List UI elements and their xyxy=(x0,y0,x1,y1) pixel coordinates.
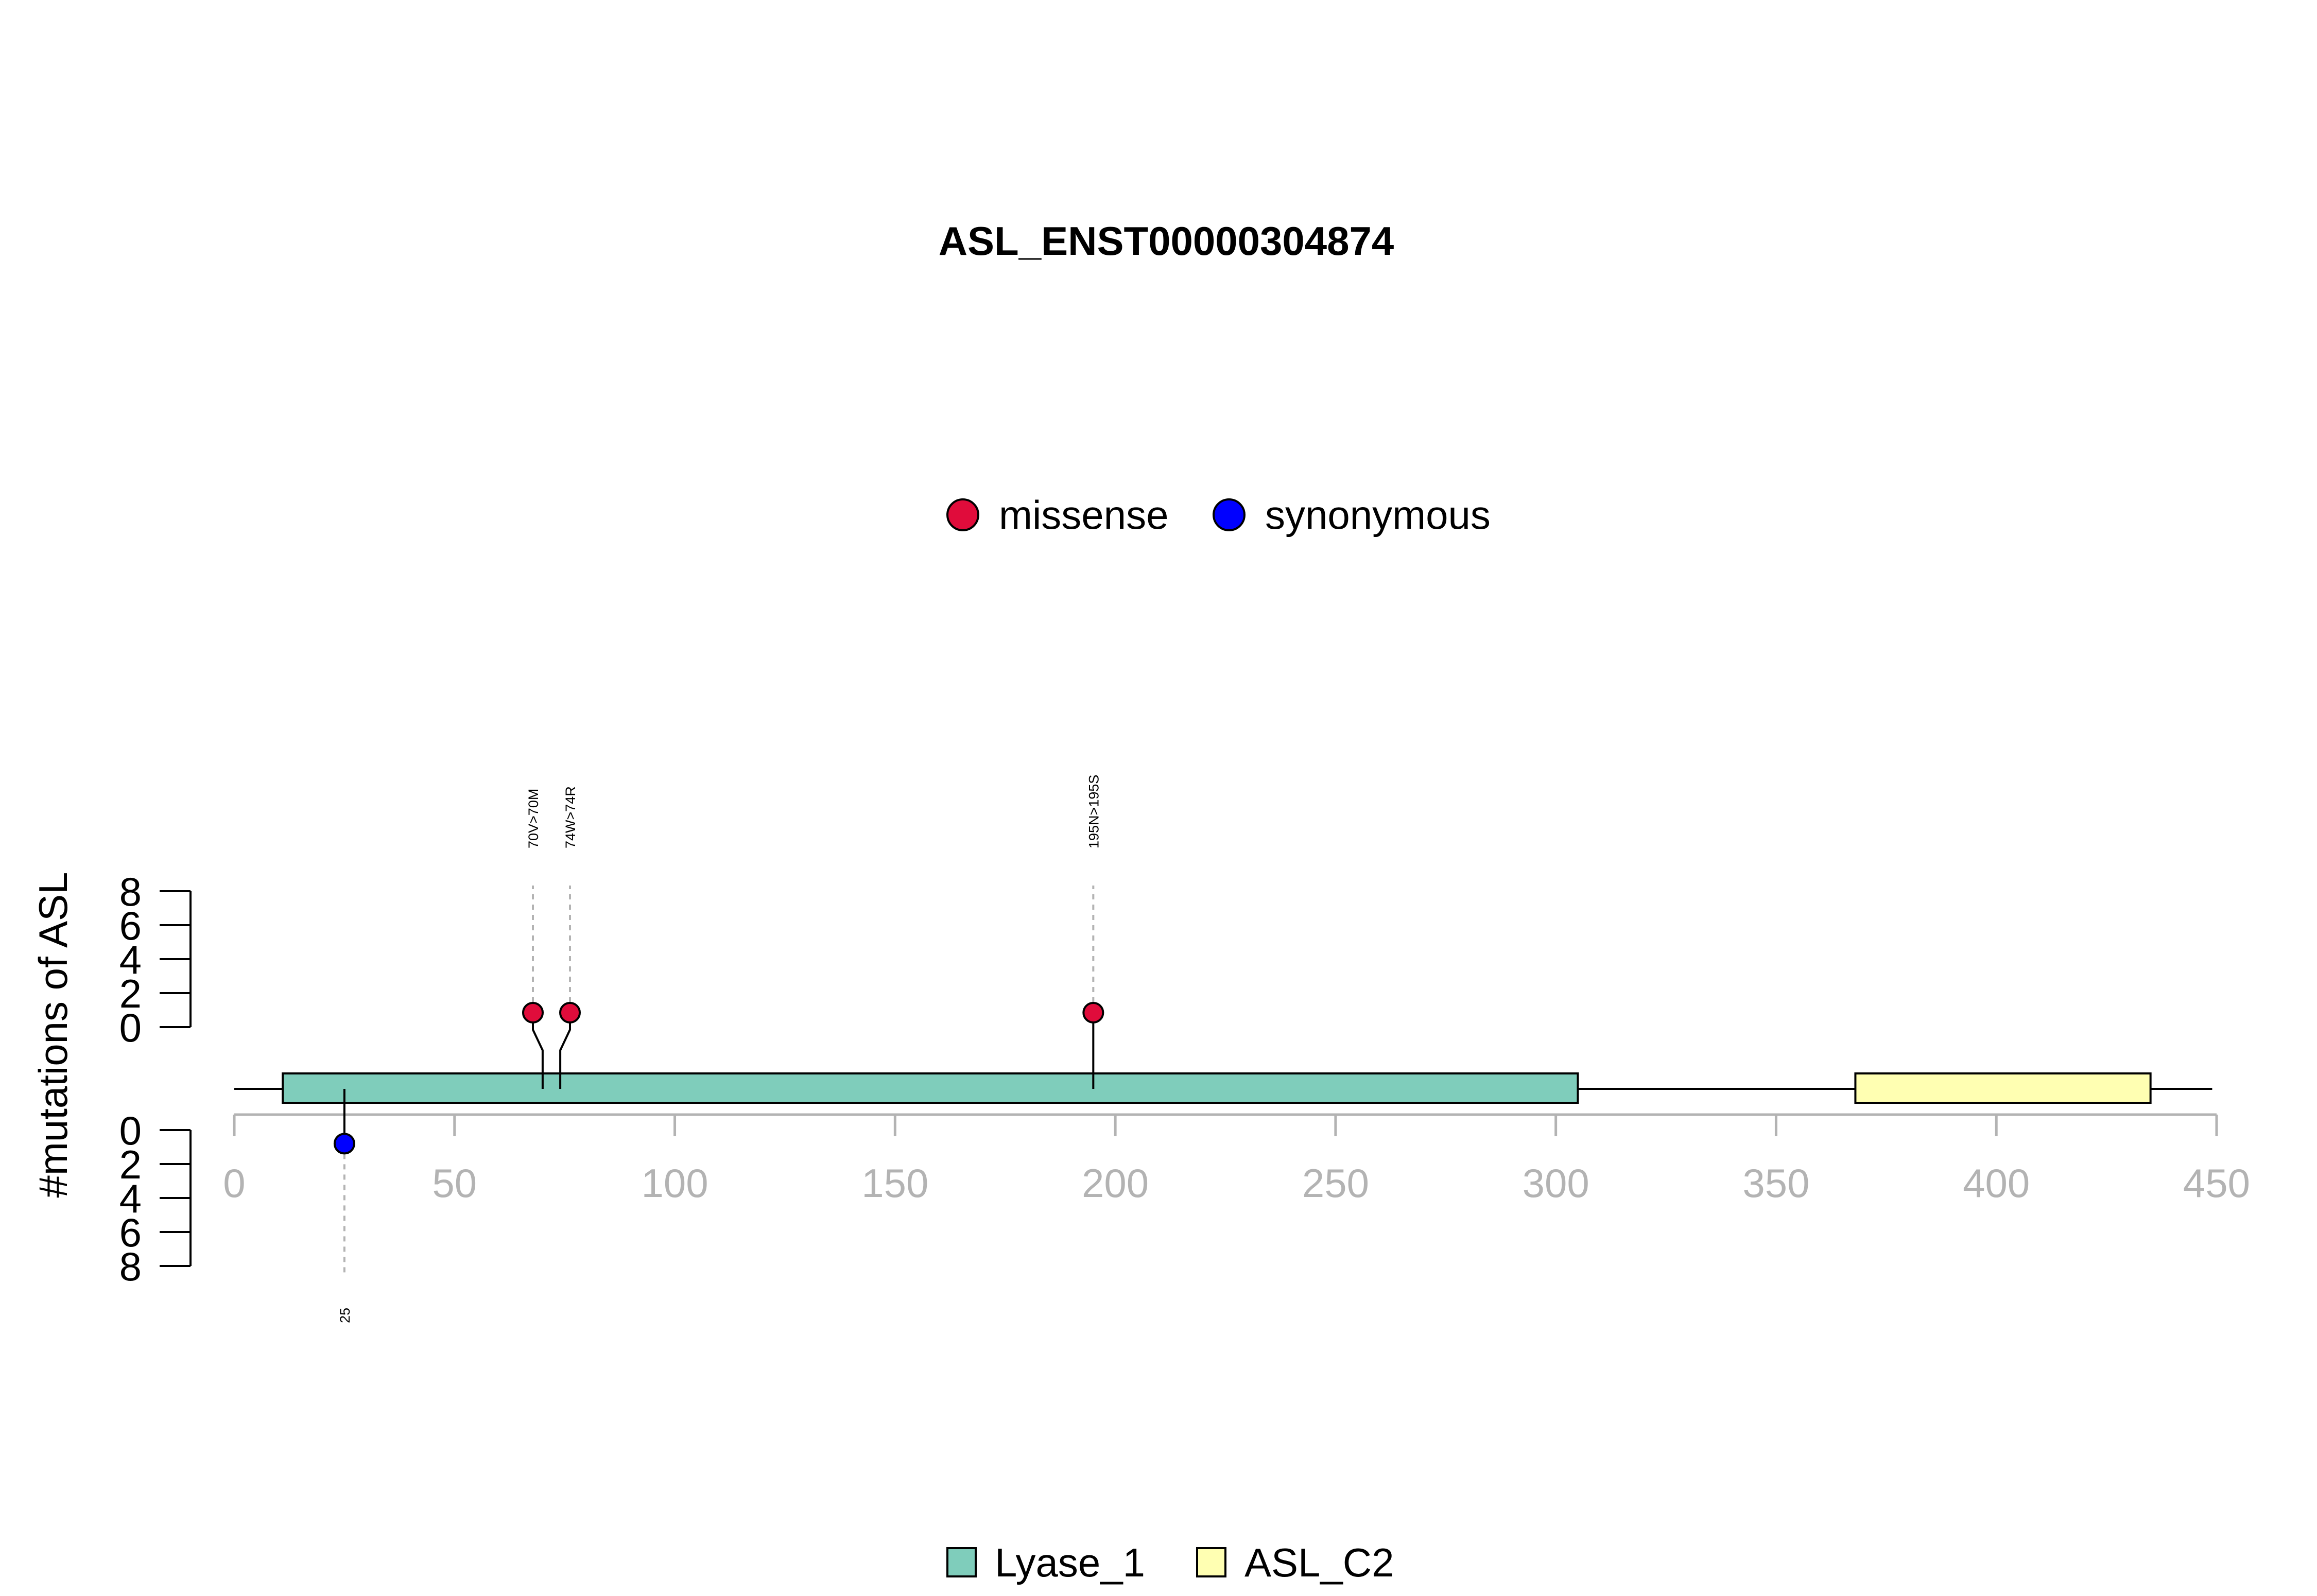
x-tick-label: 450 xyxy=(2183,1160,2250,1206)
lower-y-tick-label: 0 xyxy=(119,1108,142,1153)
lollipop-head-70V>70M xyxy=(522,1001,544,1023)
upper-y-tick-label: 2 xyxy=(119,971,142,1016)
chart-title: ASL_ENST00000304874 xyxy=(939,218,1394,264)
lollipop-head-25 xyxy=(333,1133,355,1155)
x-tick-label: 200 xyxy=(1082,1160,1149,1206)
upper-y-tick-label: 6 xyxy=(119,903,142,948)
lollipop-label-74W>74R: 74W>74R xyxy=(563,786,578,848)
upper-y-tick-label: 0 xyxy=(119,1005,142,1050)
legend-swatch-ASL_C2 xyxy=(1196,1547,1226,1577)
mutation-legend: missense synonymous xyxy=(946,492,1491,537)
x-tick-label: 100 xyxy=(641,1160,708,1206)
domains-layer xyxy=(282,1072,2152,1104)
legend-label-Lyase_1: Lyase_1 xyxy=(995,1540,1145,1585)
domain-ASL_C2 xyxy=(1854,1072,2152,1104)
x-tick-label: 300 xyxy=(1523,1160,1589,1206)
lollipop-label-70V>70M: 70V>70M xyxy=(526,789,541,848)
lower-y-tick-label: 2 xyxy=(119,1142,142,1187)
lower-y-tick-label: 6 xyxy=(119,1210,142,1255)
lollipop-head-195N>195S xyxy=(1082,1001,1104,1023)
domain-Lyase_1 xyxy=(282,1072,1579,1104)
x-axis: 0 50 100 150 200 250 300 350 400 450 xyxy=(223,1113,2250,1206)
legend-label-missense: missense xyxy=(999,492,1168,537)
upper-y-tick-label: 8 xyxy=(119,869,142,914)
lower-y-tick-label: 8 xyxy=(119,1244,142,1289)
lollipop-label-25: 25 xyxy=(337,1308,353,1323)
legend-marker-missense xyxy=(946,498,979,531)
legend-label-synonymous: synonymous xyxy=(1265,492,1491,537)
x-tick-label: 250 xyxy=(1302,1160,1369,1206)
x-tick-label: 50 xyxy=(432,1160,477,1206)
x-tick-label: 400 xyxy=(1963,1160,2030,1206)
domain-legend: Lyase_1 ASL_C2 xyxy=(946,1540,1394,1585)
legend-swatch-Lyase_1 xyxy=(946,1547,977,1577)
lollipops-layer: 70V>70M 74W>74R 195N>195S 25 xyxy=(333,775,1104,1323)
legend-label-ASL_C2: ASL_C2 xyxy=(1244,1540,1394,1585)
lower-y-tick-label: 4 xyxy=(119,1176,142,1221)
x-tick-label: 0 xyxy=(223,1160,245,1206)
y-axis-label: #mutations of ASL xyxy=(30,872,76,1198)
x-tick-label: 350 xyxy=(1742,1160,1809,1206)
legend-marker-synonymous xyxy=(1213,498,1246,531)
lollipop-head-74W>74R xyxy=(559,1001,581,1023)
x-tick-label: 150 xyxy=(861,1160,928,1206)
lollipop-label-195N>195S: 195N>195S xyxy=(1086,775,1101,848)
upper-y-tick-label: 4 xyxy=(119,937,142,982)
